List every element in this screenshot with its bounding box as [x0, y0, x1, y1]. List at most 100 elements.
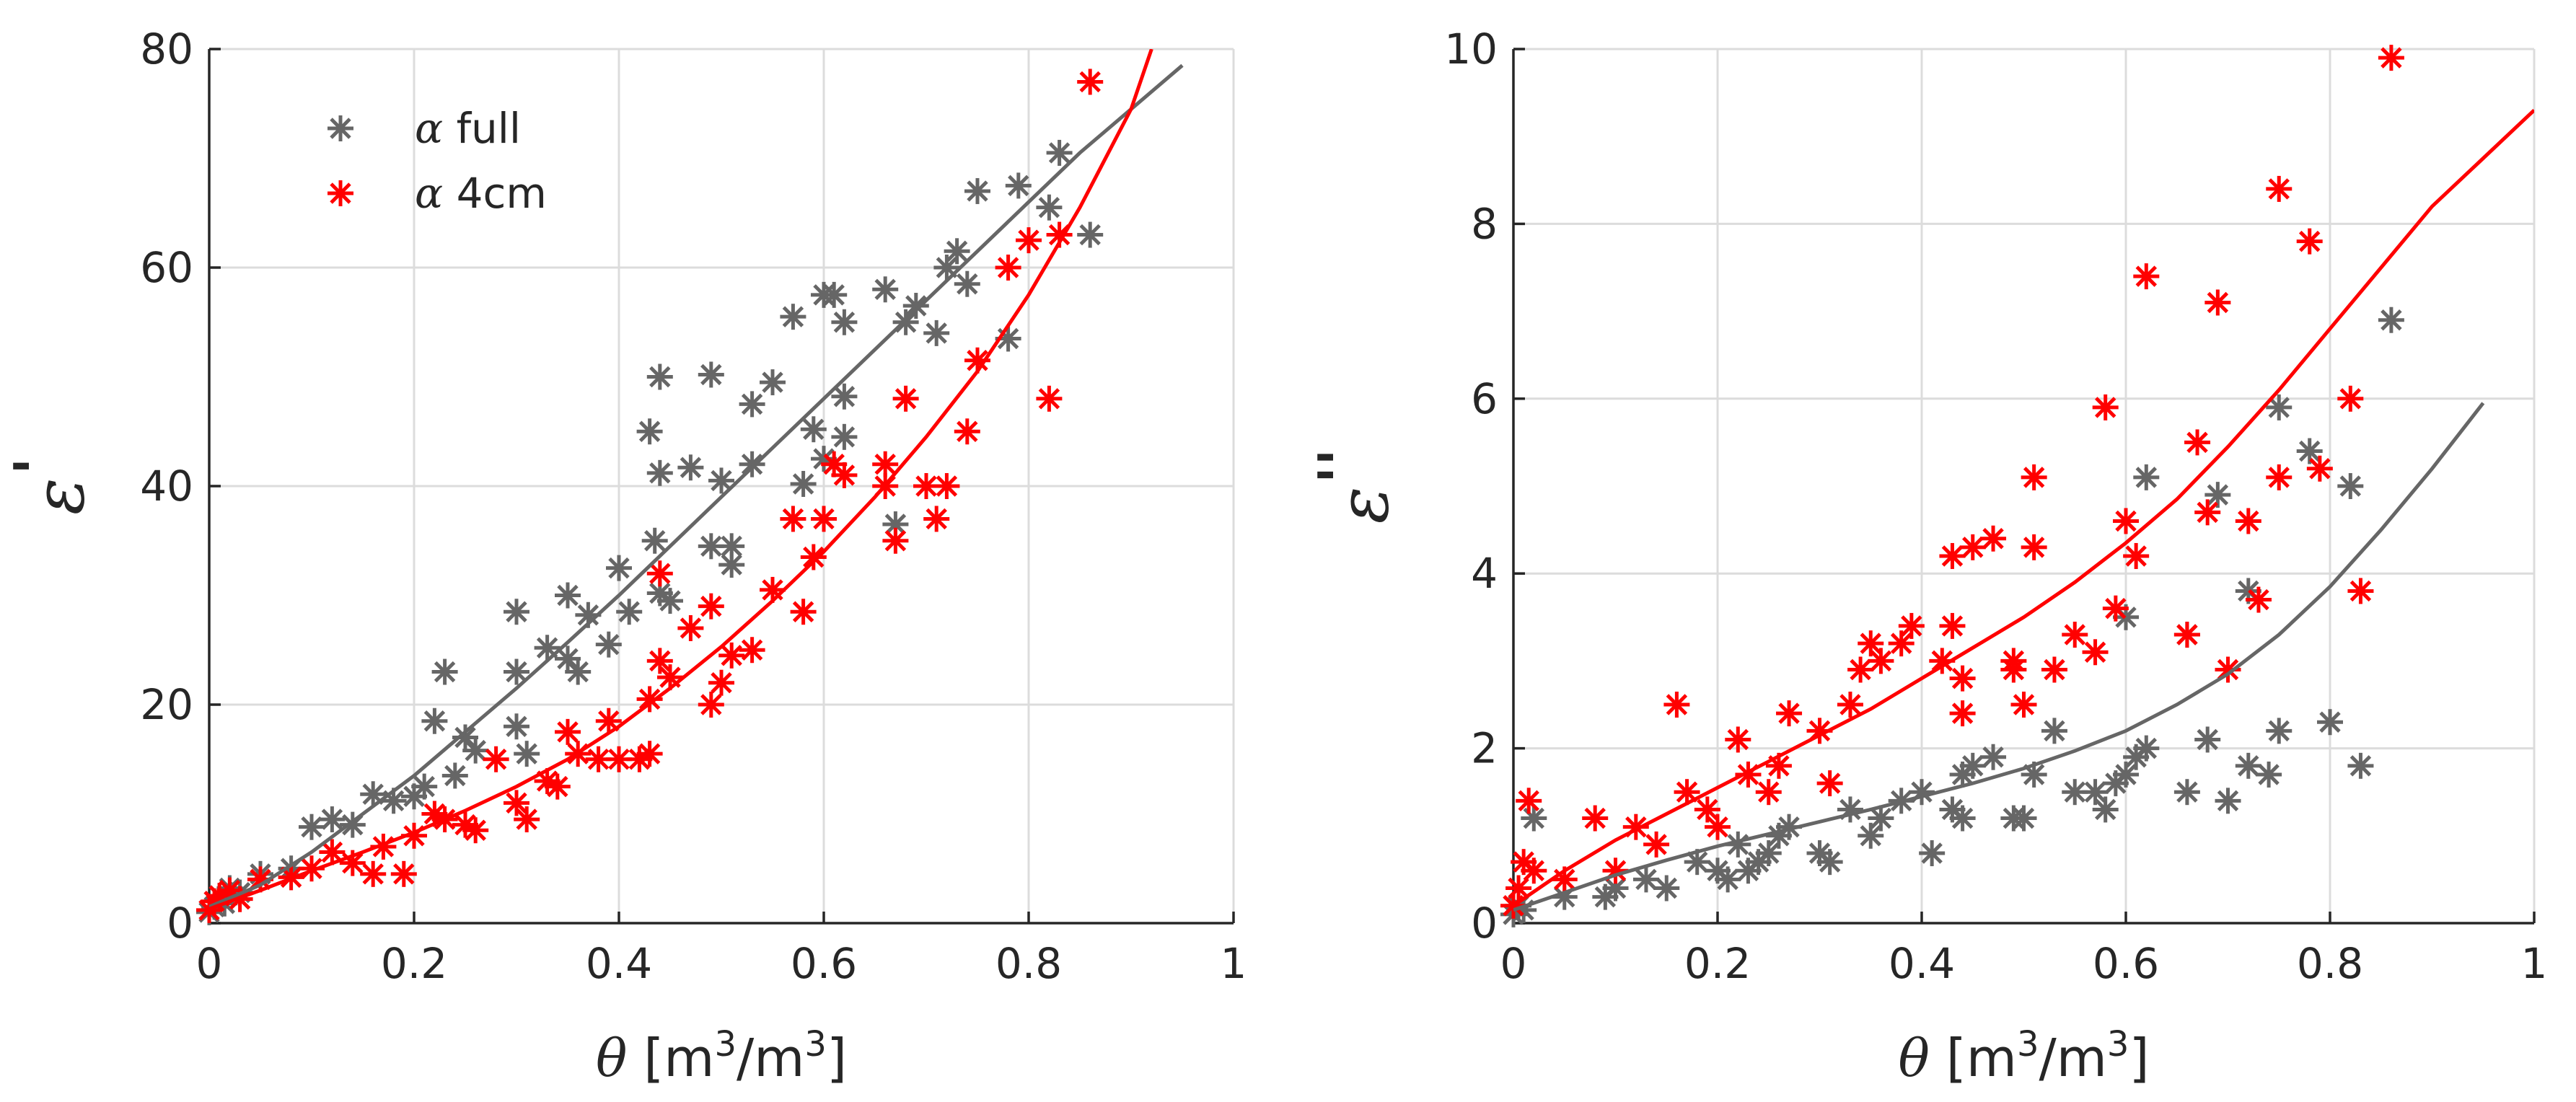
- data-point: [954, 270, 980, 297]
- data-point: [504, 658, 529, 685]
- data-point: [1776, 700, 1803, 727]
- data-point: [831, 383, 858, 410]
- plot-area: [1513, 49, 2534, 923]
- data-point: [2102, 595, 2129, 622]
- data-point: [2266, 394, 2293, 420]
- y-tick-label: 0: [167, 899, 193, 948]
- data-point: [504, 599, 529, 625]
- y-tick-label: 6: [1471, 374, 1498, 423]
- data-point: [811, 506, 837, 532]
- data-point: [595, 708, 622, 734]
- data-point: [514, 806, 540, 833]
- data-point: [1036, 385, 1063, 412]
- y-tick-label: 20: [140, 680, 193, 729]
- data-point: [1959, 534, 1986, 560]
- x-tick-label: 0.6: [791, 939, 857, 988]
- data-point: [2123, 542, 2150, 569]
- data-point: [636, 686, 663, 713]
- data-point: [1505, 875, 1532, 902]
- x-axis-exponent: 3: [714, 1024, 737, 1064]
- data-point: [319, 839, 346, 865]
- data-point: [800, 416, 827, 443]
- y-tick-label: 0: [1471, 899, 1498, 948]
- data-point: [411, 773, 438, 800]
- data-point: [2204, 482, 2231, 508]
- data-point: [504, 790, 529, 816]
- data-point: [995, 255, 1021, 281]
- legend-entry: α 4cm: [415, 169, 547, 218]
- y-axis-symbol: ε: [19, 477, 100, 515]
- data-point: [1077, 221, 1104, 248]
- data-point: [646, 560, 673, 587]
- x-axis-exponent: 3: [2017, 1024, 2039, 1064]
- data-point: [646, 363, 673, 390]
- data-point: [1036, 194, 1063, 221]
- legend-marker: [328, 115, 353, 141]
- data-point: [1776, 814, 1803, 840]
- x-axis-unit: /m: [737, 1028, 804, 1088]
- data-point: [565, 658, 592, 685]
- data-point: [2296, 228, 2323, 255]
- data-point: [2347, 752, 2374, 779]
- series-full: [196, 139, 1104, 925]
- legend-marker: [328, 180, 353, 206]
- data-point: [1868, 648, 1894, 674]
- data-point: [1516, 788, 1542, 814]
- x-axis-symbol: θ: [596, 1028, 627, 1088]
- data-point: [2010, 692, 2037, 718]
- data-point: [2173, 779, 2200, 806]
- data-point: [1582, 805, 1609, 832]
- data-point: [831, 462, 858, 488]
- fit-line-full: [209, 63, 1184, 909]
- data-point: [902, 293, 929, 319]
- data-point: [641, 527, 668, 554]
- data-point: [2245, 586, 2272, 613]
- x-tick-label: 0.8: [995, 939, 1062, 988]
- x-tick-label: 1: [2521, 939, 2548, 988]
- data-point: [923, 319, 950, 346]
- data-point: [2337, 473, 2364, 499]
- data-point: [390, 860, 417, 887]
- data-point: [636, 741, 663, 767]
- data-point: [831, 309, 858, 335]
- data-point: [1847, 656, 1874, 683]
- data-point: [636, 418, 663, 445]
- data-point: [698, 593, 724, 620]
- legend-symbol: α: [415, 169, 443, 218]
- data-point: [1653, 875, 1680, 902]
- data-point: [1521, 805, 1547, 832]
- data-point: [1858, 630, 1884, 657]
- data-point: [483, 746, 509, 772]
- x-axis-unit: [m: [1930, 1028, 2017, 1088]
- y-tick-label: 2: [1471, 724, 1498, 773]
- data-point: [2256, 761, 2282, 788]
- data-point: [555, 718, 581, 745]
- data-point: [718, 533, 745, 560]
- data-point: [1837, 796, 1863, 823]
- data-point: [2000, 656, 2027, 683]
- data-point: [2041, 656, 2067, 683]
- data-point: [872, 276, 899, 303]
- x-axis-unit: ]: [2129, 1028, 2149, 1088]
- data-point: [739, 451, 765, 477]
- data-point: [1837, 692, 1863, 718]
- data-point: [811, 446, 837, 472]
- data-point: [1858, 822, 1884, 849]
- data-point: [2266, 175, 2293, 202]
- data-point: [2113, 761, 2139, 788]
- data-point: [698, 692, 724, 718]
- data-point: [760, 369, 786, 396]
- data-point: [360, 781, 387, 808]
- data-point: [1898, 612, 1925, 639]
- data-point: [1909, 779, 1935, 806]
- data-point: [2194, 726, 2221, 753]
- data-point: [544, 773, 571, 800]
- data-point: [739, 637, 765, 664]
- data-point: [534, 635, 561, 661]
- x-axis-exponent: 3: [804, 1024, 827, 1064]
- data-point: [462, 817, 489, 844]
- x-tick-label: 0.2: [381, 939, 447, 988]
- y-tick-label: 10: [1444, 25, 1498, 74]
- data-point: [821, 281, 848, 308]
